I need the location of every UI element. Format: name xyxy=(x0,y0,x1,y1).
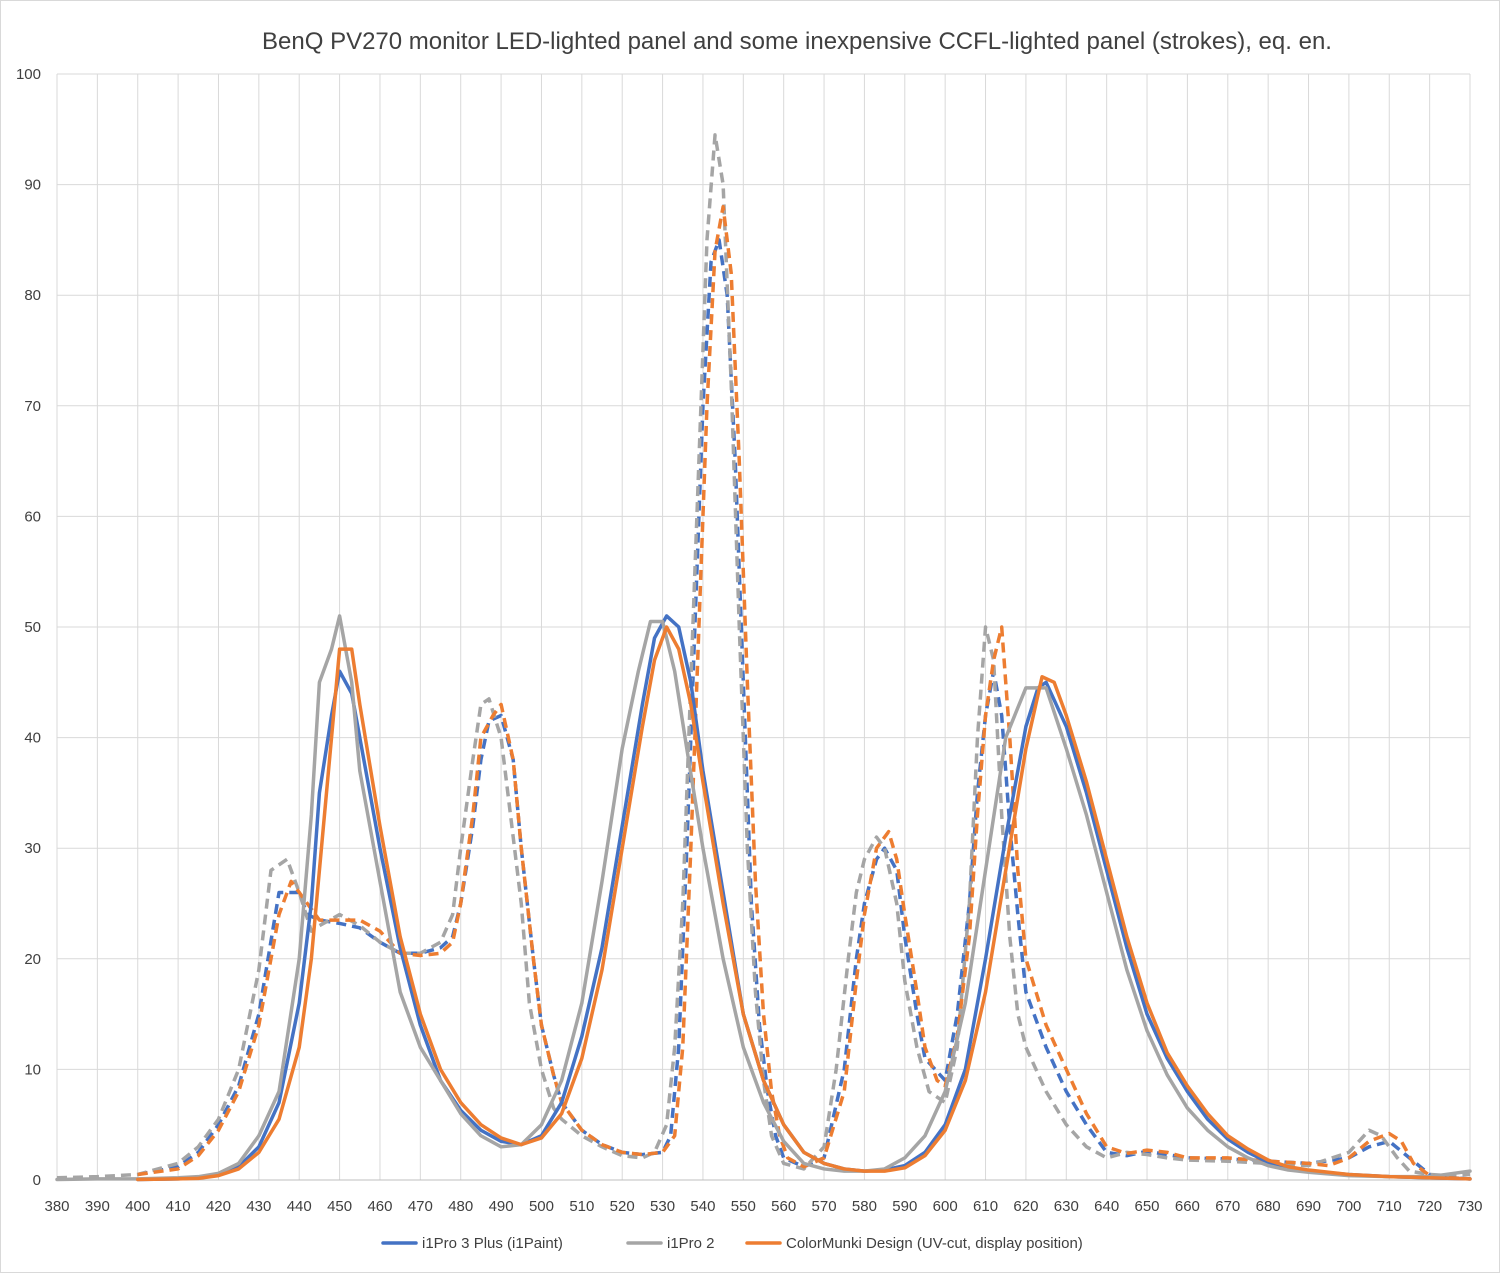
x-tick-label: 410 xyxy=(166,1198,191,1215)
x-tick-label: 530 xyxy=(650,1198,675,1215)
series-line-led-4 xyxy=(55,614,1472,1182)
x-tick-label: 730 xyxy=(1457,1198,1482,1215)
x-tick-label: 420 xyxy=(206,1198,231,1215)
y-tick-label: 40 xyxy=(24,730,41,747)
y-tick-label: 90 xyxy=(24,177,41,194)
legend-label: i1Pro 3 Plus (i1Paint) xyxy=(422,1235,563,1252)
legend-label: i1Pro 2 xyxy=(667,1235,715,1252)
x-tick-label: 430 xyxy=(246,1198,271,1215)
y-tick-label: 60 xyxy=(24,508,41,525)
x-tick-label: 690 xyxy=(1296,1198,1321,1215)
series-line-ccfl-2 xyxy=(137,204,1471,1181)
x-tick-label: 590 xyxy=(892,1198,917,1215)
x-tick-label: 630 xyxy=(1054,1198,1079,1215)
y-tick-label: 100 xyxy=(16,66,41,83)
x-tick-label: 560 xyxy=(771,1198,796,1215)
y-tick-label: 20 xyxy=(24,951,41,968)
x-tick-label: 470 xyxy=(408,1198,433,1215)
x-tick-label: 580 xyxy=(852,1198,877,1215)
x-tick-label: 550 xyxy=(731,1198,756,1215)
x-tick-label: 490 xyxy=(489,1198,514,1215)
x-tick-label: 710 xyxy=(1377,1198,1402,1215)
y-tick-label: 30 xyxy=(24,840,41,857)
x-tick-label: 600 xyxy=(933,1198,958,1215)
x-tick-label: 500 xyxy=(529,1198,554,1215)
series-line-ccfl-1 xyxy=(56,133,1471,1180)
x-tick-label: 670 xyxy=(1215,1198,1240,1215)
x-tick-label: 660 xyxy=(1175,1198,1200,1215)
x-tick-label: 460 xyxy=(367,1198,392,1215)
legend: i1Pro 3 Plus (i1Paint) i1Pro 2 ColorMunki … xyxy=(381,1235,1083,1252)
x-tick-label: 640 xyxy=(1094,1198,1119,1215)
x-tick-label: 650 xyxy=(1135,1198,1160,1215)
y-tick-label: 0 xyxy=(33,1172,41,1189)
axes: 0 10 20 30 40 50 60 70 80 90 100 380 390 400 410 420 430… xyxy=(16,66,1483,1215)
x-tick-label: 510 xyxy=(569,1198,594,1215)
x-tick-label: 700 xyxy=(1336,1198,1361,1215)
x-tick-label: 440 xyxy=(287,1198,312,1215)
x-tick-label: 680 xyxy=(1256,1198,1281,1215)
series-group xyxy=(55,133,1472,1182)
chart-title: BenQ PV270 monitor LED-lighted panel and… xyxy=(262,28,1332,55)
x-tick-label: 480 xyxy=(448,1198,473,1215)
x-tick-label: 610 xyxy=(973,1198,998,1215)
legend-label: ColorMunki Design (UV-cut, display posit… xyxy=(786,1235,1083,1252)
gridlines xyxy=(56,73,1471,1181)
x-tick-label: 380 xyxy=(44,1198,69,1215)
x-tick-label: 540 xyxy=(690,1198,715,1215)
y-tick-label: 80 xyxy=(24,287,41,304)
y-tick-label: 70 xyxy=(24,398,41,415)
y-tick-label: 50 xyxy=(24,619,41,636)
x-tick-label: 720 xyxy=(1417,1198,1442,1215)
x-tick-label: 400 xyxy=(125,1198,150,1215)
x-tick-label: 570 xyxy=(812,1198,837,1215)
y-tick-label: 10 xyxy=(24,1061,41,1078)
x-tick-label: 390 xyxy=(85,1198,110,1215)
x-tick-label: 620 xyxy=(1013,1198,1038,1215)
series-line-led-5 xyxy=(135,625,1472,1182)
x-tick-label: 450 xyxy=(327,1198,352,1215)
x-tick-label: 520 xyxy=(610,1198,635,1215)
